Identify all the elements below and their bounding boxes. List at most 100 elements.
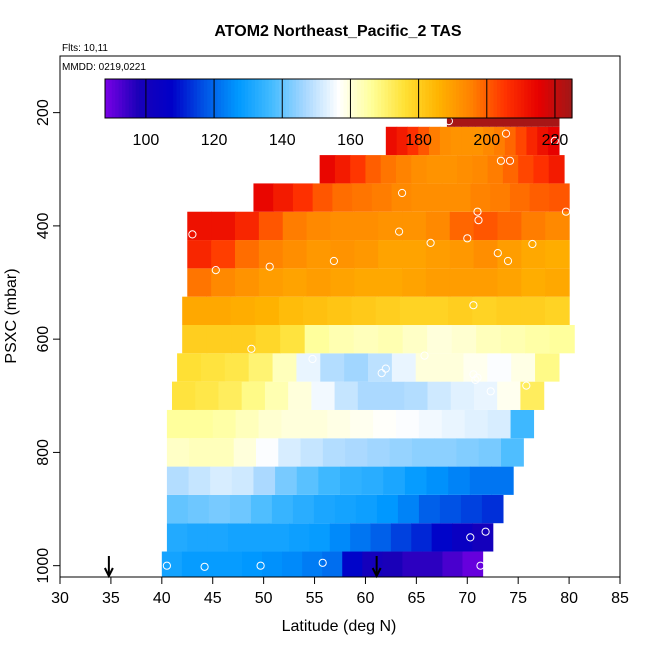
heatmap-cell-750-12 — [441, 409, 466, 439]
location-arrows — [103, 556, 382, 579]
heatmap-cell-700-7 — [334, 381, 359, 410]
observation-point — [329, 256, 338, 266]
colorbar-swatch — [367, 79, 372, 118]
observation-point — [377, 369, 386, 378]
heatmap-cell-900-8 — [334, 494, 357, 524]
heatmap-cell-1000-6 — [282, 551, 303, 577]
heatmap-cell-300-0 — [319, 155, 336, 184]
heatmap-cell-500-0 — [187, 268, 212, 297]
observation-point — [200, 562, 209, 571]
colorbar-swatch — [548, 79, 553, 118]
heatmap-cell-350-13 — [509, 183, 531, 212]
colorbar-swatch — [387, 79, 392, 118]
heatmap-cell-400-11 — [449, 211, 475, 241]
heatmap-cell-600-10 — [427, 324, 453, 354]
heatmap-cell-300-7 — [426, 155, 443, 184]
colorbar-swatch — [497, 79, 502, 118]
observation-point — [256, 561, 265, 570]
heatmap-cell-350-5 — [352, 183, 373, 212]
colorbar-swatch — [224, 79, 229, 118]
heatmap-cell-650-0 — [177, 353, 202, 382]
heatmap-cell-600-6 — [329, 324, 355, 354]
heatmap-cell-700-5 — [288, 381, 312, 410]
heatmap-cell-950-14 — [452, 523, 473, 552]
colorbar-tick-label: 140 — [269, 132, 296, 149]
heatmap-cell-900-0 — [166, 494, 189, 524]
heatmap-cell-750-13 — [464, 409, 489, 439]
observation-point — [476, 561, 485, 570]
heatmap-cell-550-8 — [375, 296, 401, 325]
colorbar-tick-label: 180 — [405, 132, 432, 149]
colorbar-swatch — [500, 79, 505, 118]
x-tick-label: 65 — [407, 590, 425, 607]
colorbar-swatch — [527, 79, 532, 118]
heatmap-cell-1000-11 — [382, 551, 403, 577]
observation-point — [426, 238, 435, 247]
colorbar-swatch — [186, 79, 191, 118]
colorbar-swatch — [306, 79, 311, 118]
heatmap-cell-350-8 — [411, 183, 432, 212]
colorbar-swatch — [220, 79, 225, 118]
colorbar-swatch — [364, 79, 369, 118]
heatmap-cell-900-14 — [460, 494, 483, 524]
colorbar-swatch — [565, 79, 570, 118]
observation-point — [493, 249, 502, 258]
colorbar-swatch — [459, 79, 464, 118]
observation-point — [481, 527, 490, 536]
colorbar-swatch — [214, 79, 219, 118]
heatmap-cell-300-6 — [411, 155, 428, 184]
colorbar-swatch — [408, 79, 413, 118]
observation-point — [501, 129, 511, 138]
colorbar-swatch — [333, 79, 338, 118]
colorbar-tick-label: 220 — [542, 132, 569, 149]
heatmap-cell-400-6 — [330, 211, 355, 241]
heatmap-cell-450-0 — [187, 240, 212, 269]
heatmap-cell-350-7 — [391, 183, 412, 212]
x-tick-label: 55 — [306, 590, 324, 607]
observation-point — [308, 354, 317, 364]
heatmap-cell-550-2 — [230, 296, 256, 325]
observation-point — [496, 156, 505, 165]
colorbar-swatch — [268, 79, 273, 118]
heatmap-cell-250-1 — [396, 126, 409, 156]
heatmap-cell-600-2 — [231, 324, 257, 354]
heatmap-cell-500-14 — [521, 268, 546, 297]
heatmap-cell-800-4 — [256, 438, 279, 467]
down-arrow-icon — [103, 556, 114, 579]
heatmap-cell-750-2 — [212, 409, 237, 439]
colorbar-swatch — [510, 79, 515, 118]
heatmap-cell-250-3 — [418, 126, 430, 156]
heatmap-cell-850-9 — [361, 466, 384, 495]
colorbar-swatch — [568, 79, 573, 118]
colorbar-swatch — [176, 79, 181, 118]
heatmap-cell-500-13 — [497, 268, 522, 297]
heatmap-cell-250-11 — [504, 126, 517, 156]
heatmap-cell-850-6 — [296, 466, 319, 495]
heatmap-cell-900-12 — [418, 494, 441, 524]
colorbar-swatch — [541, 79, 546, 118]
observation-point — [162, 561, 171, 570]
colorbar-swatch — [336, 79, 341, 118]
colorbar-swatch — [241, 79, 246, 118]
heatmap-cell-550-5 — [303, 296, 328, 325]
heatmap-cell-250-15 — [548, 126, 560, 156]
colorbar-swatch — [398, 79, 403, 118]
heatmap-cell-800-2 — [211, 438, 235, 467]
heatmap-cell-750-14 — [487, 409, 512, 439]
heatmap-cell-850-14 — [469, 466, 493, 495]
colorbar-swatch — [285, 79, 290, 118]
heatmap-cell-850-5 — [275, 466, 298, 495]
heatmap-cell-950-13 — [431, 523, 453, 552]
colorbar-swatch — [340, 79, 345, 118]
heatmap-cell-500-10 — [425, 268, 451, 297]
heatmap-cell-700-10 — [404, 381, 429, 410]
heatmap-cell-600-4 — [280, 324, 306, 354]
colorbar-swatch — [166, 79, 171, 118]
heatmap-cell-750-8 — [350, 409, 374, 439]
heatmap-cell-400-8 — [378, 211, 403, 241]
heatmap-cell-850-2 — [210, 466, 233, 495]
heatmap-cell-800-10 — [389, 438, 413, 467]
heatmap-cell-250-9 — [483, 126, 495, 156]
heatmap-cell-250-5 — [439, 126, 452, 156]
colorbar-swatch — [384, 79, 389, 118]
